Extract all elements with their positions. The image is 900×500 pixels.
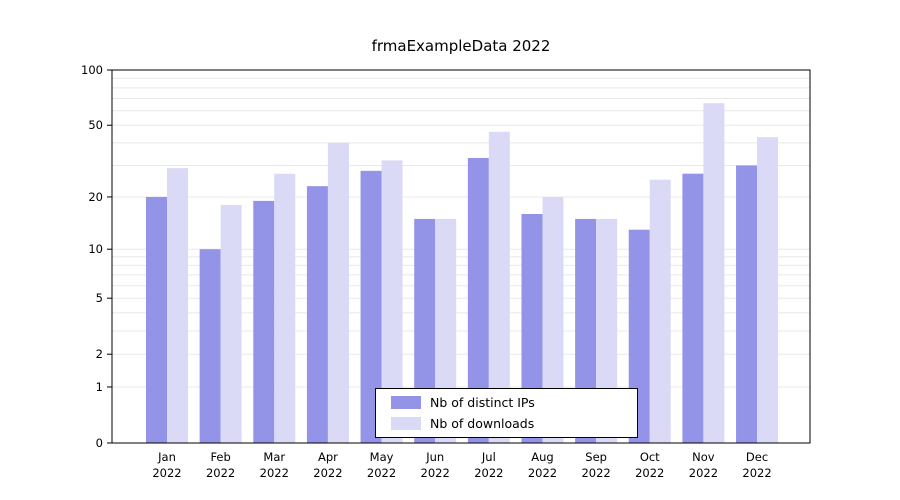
x-label-month-sep: Sep: [585, 450, 607, 464]
bar-downloads-mar: [274, 173, 296, 443]
legend-label-distinct-ips: Nb of distinct IPs: [430, 395, 535, 410]
y-tick-label-20: 20: [88, 190, 103, 204]
x-label-month-oct: Oct: [640, 450, 660, 464]
y-tick-label-0: 0: [96, 436, 103, 450]
legend-swatch-distinct-ips: [391, 396, 421, 409]
x-label-month-feb: Feb: [210, 450, 230, 464]
x-label-year-feb: 2022: [206, 466, 235, 480]
bar-downloads-feb: [220, 205, 242, 443]
chart-title: frmaExampleData 2022: [371, 37, 551, 55]
legend: Nb of distinct IPs Nb of downloads: [375, 388, 638, 438]
x-label-year-mar: 2022: [260, 466, 289, 480]
legend-swatch-downloads: [391, 417, 421, 430]
legend-label-downloads: Nb of downloads: [430, 416, 535, 431]
x-label-month-mar: Mar: [263, 450, 285, 464]
x-label-year-jan: 2022: [152, 466, 181, 480]
bar-distinct-ips-sep: [575, 218, 597, 443]
x-label-year-nov: 2022: [689, 466, 718, 480]
bar-distinct-ips-apr: [306, 186, 328, 444]
x-label-month-jun: Jun: [425, 450, 444, 464]
x-label-year-sep: 2022: [581, 466, 610, 480]
bar-distinct-ips-jan: [146, 196, 167, 443]
legend-item: Nb of distinct IPs: [391, 395, 637, 410]
bar-downloads-oct: [649, 179, 671, 443]
plot-box: [111, 69, 811, 444]
bar-distinct-ips-mar: [253, 200, 275, 443]
bar-downloads-may: [381, 160, 403, 443]
y-tick-label-2: 2: [96, 347, 103, 361]
x-label-month-jan: Jan: [157, 450, 176, 464]
x-label-month-aug: Aug: [531, 450, 553, 464]
x-label-year-aug: 2022: [528, 466, 557, 480]
bar-downloads-aug: [542, 196, 564, 443]
x-label-year-oct: 2022: [635, 466, 664, 480]
x-label-year-apr: 2022: [313, 466, 342, 480]
x-label-month-nov: Nov: [692, 450, 715, 464]
bar-downloads-apr: [327, 142, 349, 443]
bar-distinct-ips-jun: [414, 218, 436, 443]
bar-distinct-ips-aug: [521, 214, 543, 443]
y-tick-label-10: 10: [88, 242, 103, 256]
x-label-year-jun: 2022: [421, 466, 450, 480]
x-label-year-may: 2022: [367, 466, 396, 480]
bar-downloads-dec: [757, 137, 779, 443]
bar-distinct-ips-jul: [467, 157, 489, 443]
y-tick-label-50: 50: [88, 118, 103, 132]
bar-downloads-sep: [596, 218, 618, 443]
y-tick-label-1: 1: [96, 380, 103, 394]
bar-distinct-ips-feb: [199, 249, 221, 443]
legend-item: Nb of downloads: [391, 416, 637, 431]
bar-distinct-ips-dec: [736, 165, 758, 443]
bar-distinct-ips-may: [360, 170, 382, 443]
y-tick-label-5: 5: [96, 291, 103, 305]
x-label-year-jul: 2022: [474, 466, 503, 480]
x-label-year-dec: 2022: [742, 466, 771, 480]
x-label-month-jul: Jul: [481, 450, 496, 464]
bar-distinct-ips-nov: [682, 173, 704, 443]
y-tick-label-100: 100: [81, 63, 103, 77]
bar-downloads-jul: [488, 131, 510, 443]
bar-downloads-jun: [435, 218, 457, 443]
x-label-month-dec: Dec: [746, 450, 768, 464]
x-label-month-may: May: [370, 450, 394, 464]
bar-downloads-nov: [703, 103, 725, 443]
bar-downloads-jan: [167, 168, 188, 443]
x-label-month-apr: Apr: [318, 450, 338, 464]
